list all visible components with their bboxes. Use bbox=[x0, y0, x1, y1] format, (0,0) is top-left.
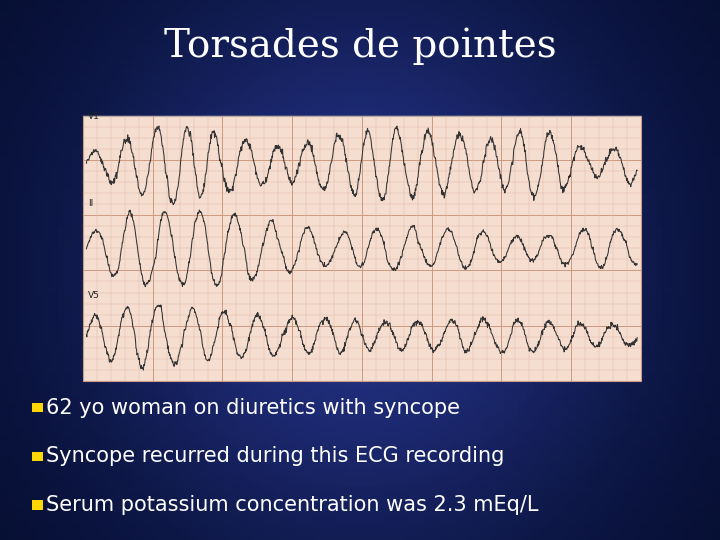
FancyBboxPatch shape bbox=[32, 451, 43, 461]
FancyBboxPatch shape bbox=[32, 403, 43, 413]
Text: Serum potassium concentration was 2.3 mEq/L: Serum potassium concentration was 2.3 mE… bbox=[46, 495, 539, 515]
Text: Torsades de pointes: Torsades de pointes bbox=[163, 27, 557, 65]
Text: II: II bbox=[88, 199, 93, 208]
Text: V5: V5 bbox=[88, 291, 99, 300]
Text: 62 yo woman on diuretics with syncope: 62 yo woman on diuretics with syncope bbox=[46, 397, 460, 418]
Text: V1: V1 bbox=[88, 112, 99, 120]
Text: Syncope recurred during this ECG recording: Syncope recurred during this ECG recordi… bbox=[46, 446, 504, 467]
FancyBboxPatch shape bbox=[83, 116, 641, 381]
FancyBboxPatch shape bbox=[32, 500, 43, 510]
